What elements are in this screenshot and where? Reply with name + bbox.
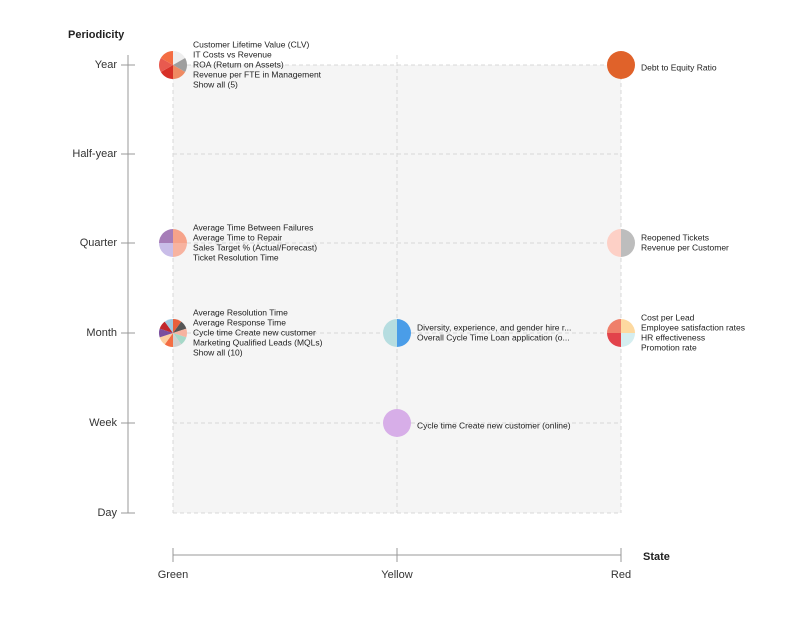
pie-slice: [164, 333, 173, 347]
kpi-label[interactable]: Ticket Resolution Time: [193, 252, 279, 262]
kpi-label[interactable]: Cycle time Create new customer: [193, 327, 316, 337]
pie-slice: [160, 65, 173, 79]
kpi-node[interactable]: Debt to Equity Ratio: [607, 51, 717, 79]
x-axis-title: State: [643, 551, 670, 563]
kpi-label[interactable]: Debt to Equity Ratio: [641, 62, 717, 72]
kpi-label[interactable]: IT Costs vs Revenue: [193, 49, 272, 59]
kpi-label[interactable]: Average Time to Repair: [193, 232, 282, 242]
pie-slice: [397, 319, 411, 347]
kpi-label[interactable]: Cycle time Create new customer (online): [417, 420, 571, 430]
pie-slice: [173, 328, 187, 338]
pie-slice: [159, 229, 173, 243]
pie-slice: [173, 243, 187, 257]
y-tick-label: Month: [86, 327, 117, 339]
pie-slice: [159, 58, 173, 72]
pie-slice: [173, 65, 186, 79]
layer: Year Half-year Quarter Month Week Day Green Yel…: [72, 39, 745, 581]
pie-slice: [383, 319, 397, 347]
pie-slice: [173, 321, 187, 333]
x-tick-label: Red: [611, 569, 631, 581]
pie-slice: [607, 51, 635, 79]
pie-slice: [159, 321, 173, 333]
pie-slice: [173, 319, 182, 333]
x-tick-label: Yellow: [381, 569, 412, 581]
pie-slice: [621, 229, 635, 257]
pie-slice: [173, 229, 187, 243]
pie-slice: [159, 333, 173, 345]
pie-slice: [159, 328, 173, 338]
pie-slice: [621, 333, 635, 347]
kpi-label[interactable]: Overall Cycle Time Loan application (o..…: [417, 332, 570, 342]
kpi-label[interactable]: Customer Lifetime Value (CLV): [193, 39, 310, 49]
y-tick-label: Day: [97, 507, 117, 519]
pie-slice: [607, 333, 621, 347]
pie-slice: [173, 333, 187, 345]
y-axis-title: Periodicity: [68, 29, 125, 41]
kpi-label[interactable]: Show all (10): [193, 347, 243, 357]
kpi-node[interactable]: Cycle time Create new customer (online): [383, 409, 571, 437]
kpi-label[interactable]: Sales Target % (Actual/Forecast): [193, 242, 317, 252]
kpi-label[interactable]: HR effectiveness: [641, 332, 705, 342]
pie-slice: [159, 243, 173, 257]
kpi-node[interactable]: Customer Lifetime Value (CLV)IT Costs vs…: [159, 39, 322, 89]
kpi-label[interactable]: Marketing Qualified Leads (MQLs): [193, 337, 323, 347]
pie-slice: [173, 333, 182, 347]
kpi-label[interactable]: Average Resolution Time: [193, 307, 288, 317]
kpi-label[interactable]: Employee satisfaction rates: [641, 322, 745, 332]
kpi-label[interactable]: Revenue per FTE in Management: [193, 69, 322, 79]
kpi-label[interactable]: Diversity, experience, and gender hire r…: [417, 322, 571, 332]
y-tick-label: Half-year: [72, 148, 117, 160]
kpi-label[interactable]: Reopened Tickets: [641, 232, 709, 242]
pie-slice: [607, 229, 621, 257]
kpi-label[interactable]: Average Response Time: [193, 317, 286, 327]
kpi-label[interactable]: Cost per Lead: [641, 312, 695, 322]
pie-slice: [164, 319, 173, 333]
kpi-label[interactable]: Revenue per Customer: [641, 242, 729, 252]
kpi-label[interactable]: Show all (5): [193, 79, 238, 89]
y-tick-label: Week: [89, 417, 117, 429]
x-tick-label: Green: [158, 569, 189, 581]
kpi-label[interactable]: ROA (Return on Assets): [193, 59, 284, 69]
kpi-label[interactable]: Promotion rate: [641, 342, 697, 352]
kpi-label[interactable]: Average Time Between Failures: [193, 222, 313, 232]
y-tick-label: Year: [95, 59, 118, 71]
pie-slice: [173, 58, 188, 72]
pie-slice: [607, 319, 621, 333]
pie-slice: [621, 319, 635, 333]
pie-slice: [383, 409, 411, 437]
kpi-node[interactable]: Diversity, experience, and gender hire r…: [383, 319, 571, 347]
y-tick-label: Quarter: [80, 237, 118, 249]
pie-slice: [173, 51, 186, 65]
pie-slice: [160, 51, 173, 65]
